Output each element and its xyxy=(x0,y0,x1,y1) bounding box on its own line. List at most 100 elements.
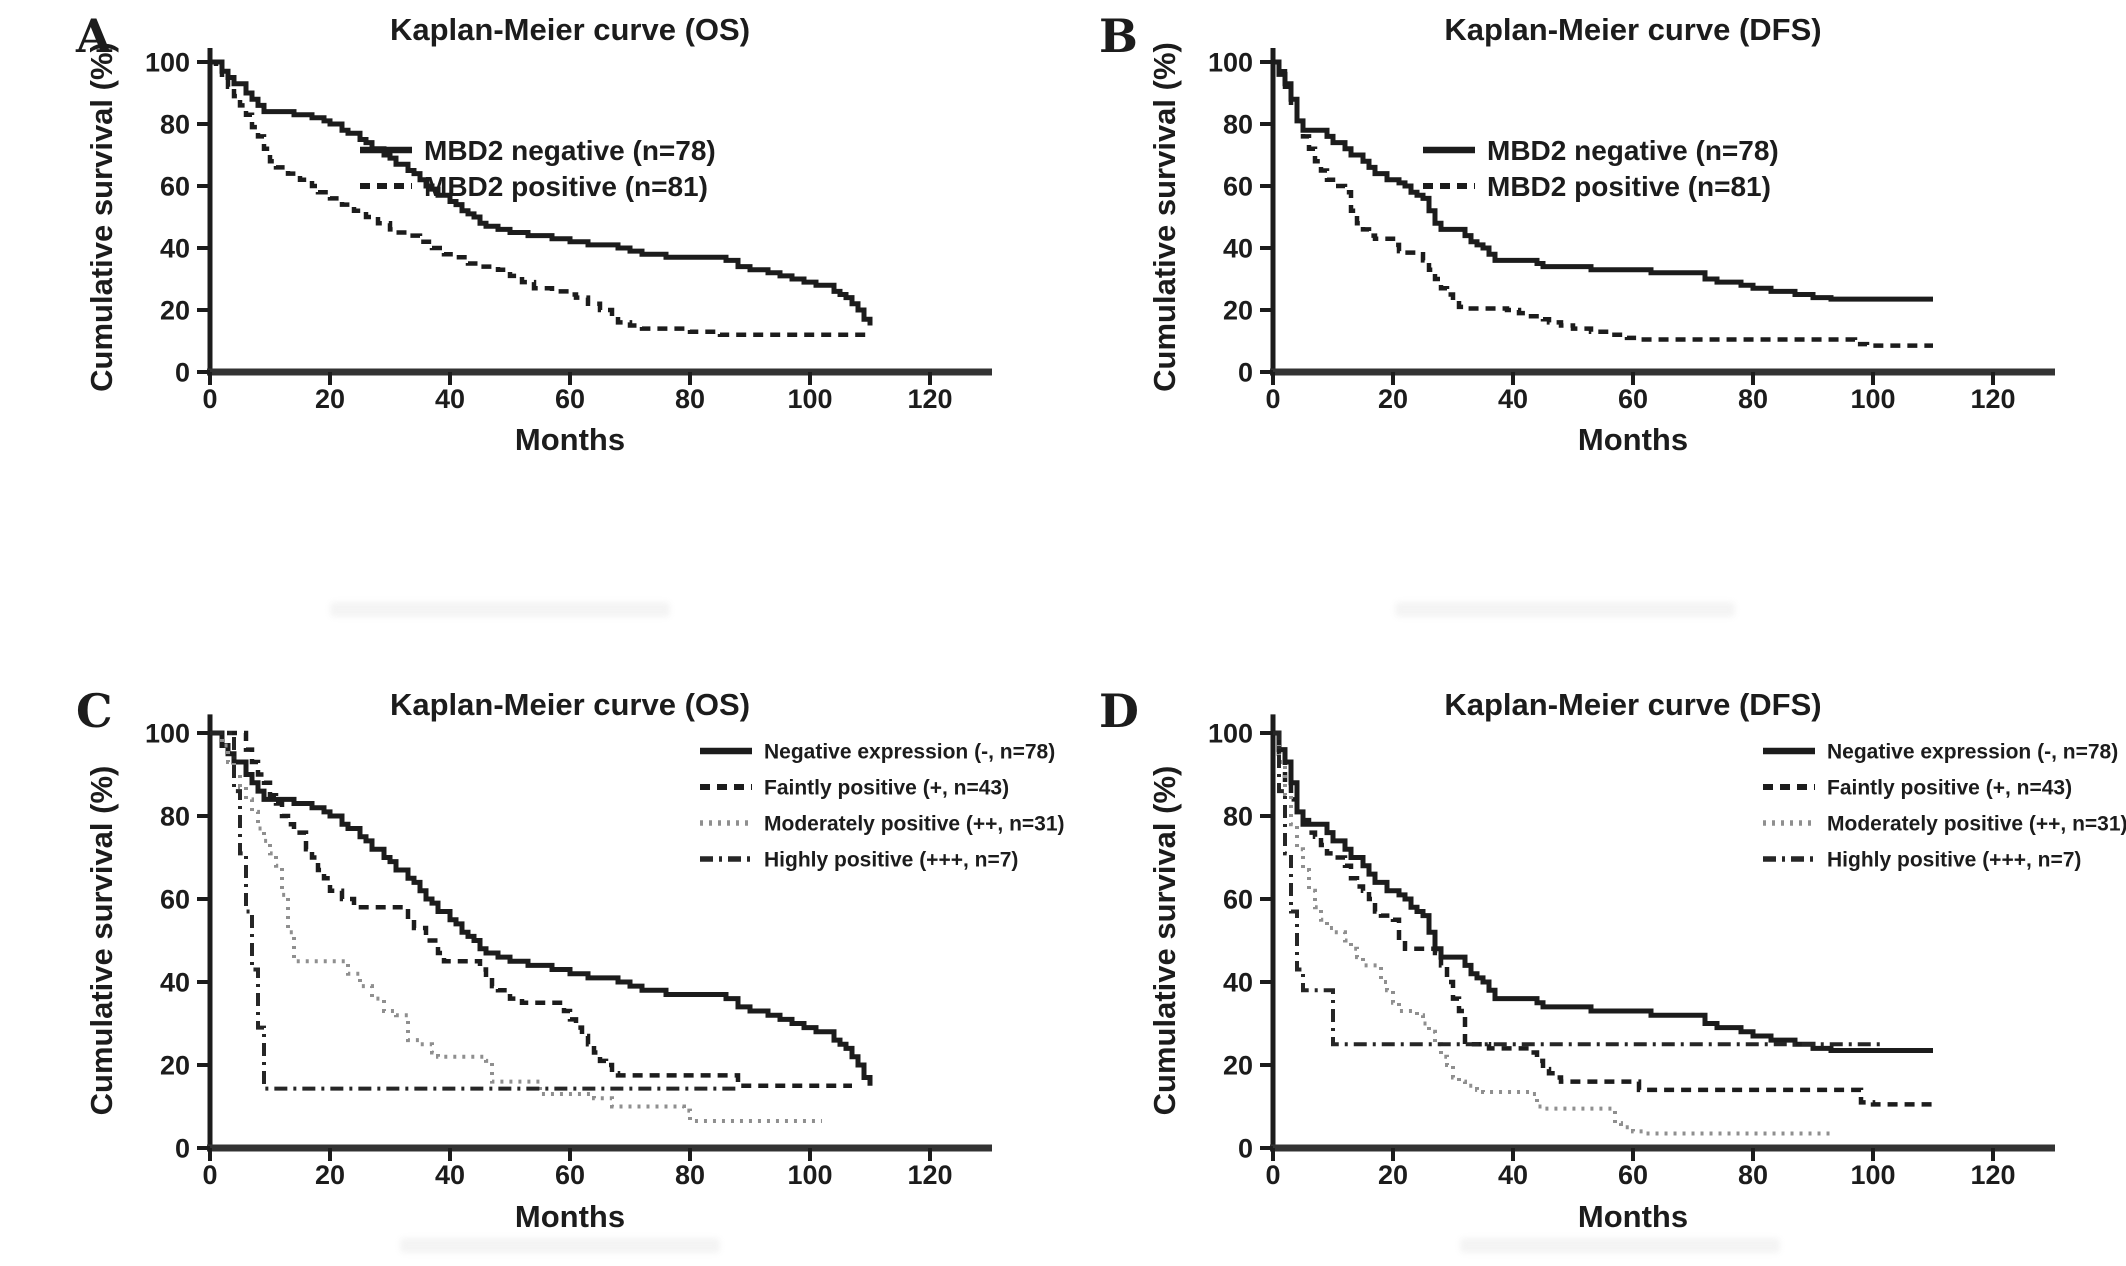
km-curve-dashed xyxy=(1273,730,1933,1107)
legend-entry: Moderately positive (++, n=31) xyxy=(700,812,1065,835)
y-tick-label: 80 xyxy=(160,801,190,831)
x-tick-label: 60 xyxy=(1618,384,1648,414)
x-tick-label: 100 xyxy=(1850,384,1895,414)
y-tick-label: 20 xyxy=(1223,1050,1253,1080)
legend-entry: MBD2 positive (n=81) xyxy=(360,171,708,202)
legend-label: Moderately positive (++, n=31) xyxy=(1827,812,2126,835)
y-tick-label: 100 xyxy=(1208,47,1253,77)
legend-entry: Highly positive (+++, n=7) xyxy=(700,848,1018,871)
y-tick-label: 0 xyxy=(1238,1133,1253,1163)
legend-entry: MBD2 negative (n=78) xyxy=(360,135,716,166)
y-tick-label: 80 xyxy=(1223,801,1253,831)
x-tick-label: 120 xyxy=(907,384,952,414)
x-tick-label: 100 xyxy=(787,384,832,414)
y-tick-label: 0 xyxy=(175,357,190,387)
x-tick-label: 40 xyxy=(1498,1160,1528,1190)
panel-letter-d: D xyxy=(1099,684,1139,738)
x-tick-label: 40 xyxy=(1498,384,1528,414)
legend-entry: Faintly positive (+, n=43) xyxy=(1763,776,2072,799)
x-tick-label: 80 xyxy=(675,1160,705,1190)
ghost-artifact xyxy=(1460,1238,1780,1253)
y-tick-label: 40 xyxy=(1223,967,1253,997)
legend-entry: MBD2 positive (n=81) xyxy=(1423,171,1771,202)
y-tick-label: 100 xyxy=(145,718,190,748)
panel-a-os-chart: A Kaplan-Meier curve (OS) 0 20 40 60 80 100 0 20 4… xyxy=(75,9,992,457)
legend-label: Negative expression (-, n=78) xyxy=(764,740,1055,763)
x-tick-label: 0 xyxy=(1265,384,1280,414)
km-curve-dashdot xyxy=(210,731,738,1091)
y-tick-label: 40 xyxy=(160,967,190,997)
legend-label: Moderately positive (++, n=31) xyxy=(764,812,1065,835)
y-tick-label: 0 xyxy=(1238,357,1253,387)
km-curve-dashed xyxy=(210,59,870,338)
ghost-artifact xyxy=(330,602,670,617)
panel-letter-a: A xyxy=(75,9,113,63)
x-tick-label: 100 xyxy=(787,1160,832,1190)
km-curve-solid xyxy=(210,730,873,1086)
chart-title: Kaplan-Meier curve (DFS) xyxy=(1444,12,1821,47)
y-tick-label: 60 xyxy=(160,171,190,201)
ghost-artifact xyxy=(400,1238,720,1253)
x-tick-label: 0 xyxy=(202,1160,217,1190)
x-axis-title: Months xyxy=(515,422,625,457)
legend-entry: Highly positive (+++, n=7) xyxy=(1763,848,2081,871)
y-tick-label: 60 xyxy=(1223,171,1253,201)
y-axis-title: Cumulative survival (%) xyxy=(1147,42,1182,392)
x-tick-label: 0 xyxy=(1265,1160,1280,1190)
y-tick-label: 20 xyxy=(160,295,190,325)
y-tick-label: 20 xyxy=(1223,295,1253,325)
legend-label: Negative expression (-, n=78) xyxy=(1827,740,2118,763)
x-tick-label: 60 xyxy=(555,384,585,414)
legend-label: Faintly positive (+, n=43) xyxy=(764,776,1009,799)
x-tick-label: 80 xyxy=(675,384,705,414)
panel-b-dfs-chart: B Kaplan-Meier curve (DFS) 0 20 40 60 80 100 0 20… xyxy=(1099,9,2055,457)
y-tick-label: 60 xyxy=(160,884,190,914)
y-axis-title: Cumulative survival (%) xyxy=(84,42,119,392)
y-axis-title: Cumulative survival (%) xyxy=(84,766,119,1116)
x-tick-label: 80 xyxy=(1738,1160,1768,1190)
chart-title: Kaplan-Meier curve (DFS) xyxy=(1444,687,1821,722)
km-curve-solid xyxy=(1273,59,1933,302)
x-tick-label: 80 xyxy=(1738,384,1768,414)
km-curve-solid xyxy=(210,59,873,326)
km-curve-dotted xyxy=(210,731,822,1124)
x-tick-label: 20 xyxy=(315,384,345,414)
x-axis-title: Months xyxy=(1578,1199,1688,1234)
chart-title: Kaplan-Meier curve (OS) xyxy=(390,12,750,47)
x-tick-label: 20 xyxy=(1378,1160,1408,1190)
legend-label: MBD2 positive (n=81) xyxy=(424,171,708,202)
y-tick-label: 80 xyxy=(1223,109,1253,139)
x-tick-label: 60 xyxy=(1618,1160,1648,1190)
legend-label: MBD2 positive (n=81) xyxy=(1487,171,1771,202)
y-tick-label: 100 xyxy=(1208,718,1253,748)
km-curve-dashed xyxy=(1273,59,1933,348)
chart-title: Kaplan-Meier curve (OS) xyxy=(390,687,750,722)
legend-label: Faintly positive (+, n=43) xyxy=(1827,776,2072,799)
panel-letter-c: C xyxy=(76,684,113,738)
legend-label: Highly positive (+++, n=7) xyxy=(764,848,1018,871)
y-tick-label: 100 xyxy=(145,47,190,77)
x-axis-title: Months xyxy=(1578,422,1688,457)
x-tick-label: 100 xyxy=(1850,1160,1895,1190)
y-tick-label: 60 xyxy=(1223,884,1253,914)
x-tick-label: 20 xyxy=(1378,384,1408,414)
ghost-artifact xyxy=(1395,602,1735,617)
legend-entry: Negative expression (-, n=78) xyxy=(1763,740,2118,763)
km-curve-dashdot xyxy=(1273,731,1885,1047)
y-axis-title: Cumulative survival (%) xyxy=(1147,766,1182,1116)
x-tick-label: 60 xyxy=(555,1160,585,1190)
panel-letter-b: B xyxy=(1099,9,1138,63)
x-tick-label: 40 xyxy=(435,1160,465,1190)
legend-entry: Negative expression (-, n=78) xyxy=(700,740,1055,763)
x-tick-label: 40 xyxy=(435,384,465,414)
panel-c-os-by-grade-chart: C Kaplan-Meier curve (OS) 0 20 40 60 80 100 0 20 4… xyxy=(76,684,1065,1234)
km-curve-dashed xyxy=(210,730,852,1088)
y-tick-label: 40 xyxy=(160,233,190,263)
legend-entry: MBD2 negative (n=78) xyxy=(1423,135,1779,166)
y-tick-label: 80 xyxy=(160,109,190,139)
legend-entry: Moderately positive (++, n=31) xyxy=(1763,812,2126,835)
x-axis-title: Months xyxy=(515,1199,625,1234)
x-tick-label: 120 xyxy=(1970,384,2015,414)
y-tick-label: 0 xyxy=(175,1133,190,1163)
